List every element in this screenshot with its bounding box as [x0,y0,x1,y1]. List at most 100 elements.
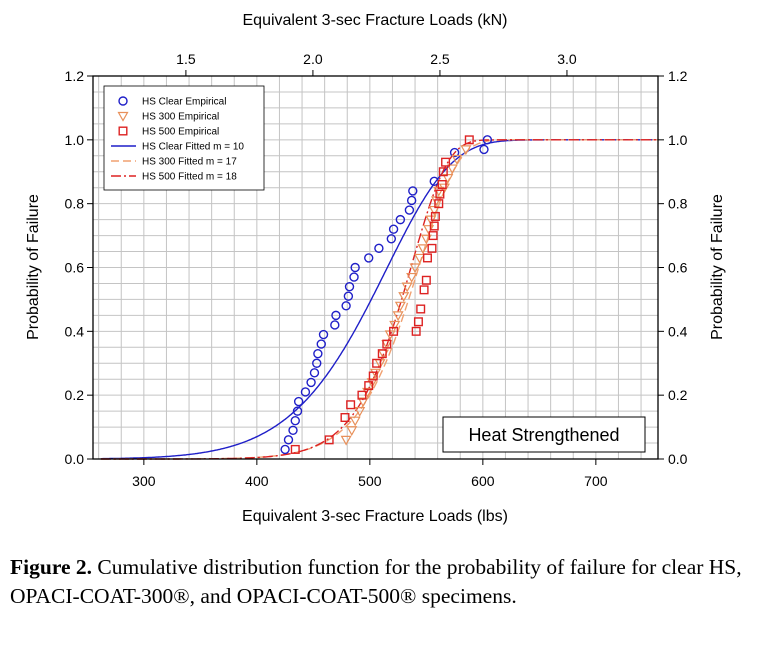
data-point [344,281,355,292]
y-axis-title: Probability of Failure [25,194,42,340]
data-point [340,413,350,423]
data-point [417,244,429,255]
caption-label: Figure 2. [10,555,93,579]
legend-label: HS 300 Empirical [142,112,219,123]
y-tick-label: 0.8 [65,196,85,212]
x-axis-title: Equivalent 3-sec Fracture Loads (lbs) [242,508,508,525]
data-point [364,253,374,263]
figure-caption: Figure 2. Cumulative distribution functi… [10,553,770,611]
data-point [389,320,401,331]
data-point [341,301,351,311]
data-point [369,368,382,379]
y2-tick-label: 0.0 [668,451,688,467]
data-point [427,243,437,253]
annotation-heat-strengthened: Heat Strengthened [468,425,619,445]
legend-marker [118,126,128,136]
data-point [283,435,294,445]
data-point [331,310,341,321]
y2-tick-label: 0.2 [668,387,688,403]
legend-label: HS 300 Fitted m = 17 [142,157,237,168]
data-point [409,263,421,274]
data-point [437,180,447,190]
x-tick-label: 700 [584,473,608,489]
data-point [420,234,432,245]
data-point [441,157,451,167]
legend-label: HS 500 Empirical [142,127,219,138]
data-point [306,377,316,388]
legend-box [103,85,265,191]
data-point [382,339,392,349]
data-point [386,234,397,244]
data-point [340,435,352,446]
data-point [350,262,360,273]
data-point [292,406,303,416]
data-point [411,326,421,336]
x2-tick-label: 2.5 [430,51,450,67]
x-tick-label: 300 [132,473,156,489]
data-point [438,167,448,177]
data-point [343,291,354,301]
data-point [482,135,493,145]
data-point [416,304,426,314]
y-tick-label: 0.2 [65,387,85,403]
data-point [280,444,290,455]
data-point [316,339,326,349]
data-point [434,199,444,209]
data-point [414,253,426,264]
data-point [312,358,322,368]
y2-tick-label: 1.2 [668,68,688,84]
data-point [389,326,399,336]
data-point [422,253,432,263]
data-point [421,275,431,285]
data-point [406,272,418,283]
y2-tick-label: 0.4 [668,323,688,339]
data-point [324,435,334,445]
data-point [429,221,439,231]
data-point [408,186,418,196]
y-tick-label: 1.2 [65,68,85,84]
x-tick-label: 400 [245,473,269,489]
data-point [290,444,300,454]
y2-tick-label: 0.8 [668,196,688,212]
legend-marker [117,111,129,122]
data-point [357,397,369,408]
data-point [451,154,463,165]
data-point [392,311,404,322]
fitted-curve [100,139,658,460]
data-point [290,416,300,426]
annotation-box: Heat Strengthened [442,416,646,453]
legend: HS Clear Empirical HS 300 Empirical HS 500… [103,85,265,191]
data-point [377,349,387,359]
data-point [430,211,440,221]
y2-tick-label: 1.0 [668,132,688,148]
data-point [406,195,417,206]
axis-ticks [87,70,664,465]
data-point [346,400,356,410]
legend-label: HS 500 Fitted m = 18 [142,172,237,183]
data-point [330,320,340,330]
data-point [404,205,415,215]
data-point [388,224,399,234]
data-point [401,282,413,293]
data-point [449,147,460,158]
data-point [442,174,454,184]
legend-marker [118,96,128,106]
y-tick-label: 1.0 [65,132,85,148]
legend-label: HS Clear Fitted m = 10 [142,142,244,153]
data-point [349,272,359,282]
data-point [419,285,429,295]
data-point [372,358,382,368]
y-tick-label: 0.0 [65,451,85,467]
data-point [394,301,406,312]
data-point [364,381,374,391]
x2-tick-label: 1.5 [176,51,196,67]
data-points [280,135,493,455]
data-point [428,231,438,241]
data-point [368,371,378,381]
data-point [293,396,304,407]
y-tick-label: 0.4 [65,323,85,339]
tick-labels: 300 400 500 600 700 1.5 2.0 2.5 3.0 0.0 0.0 0.2 0.2 0… [65,51,688,489]
data-point [460,145,472,156]
data-point [357,390,367,400]
data-point [313,348,323,359]
